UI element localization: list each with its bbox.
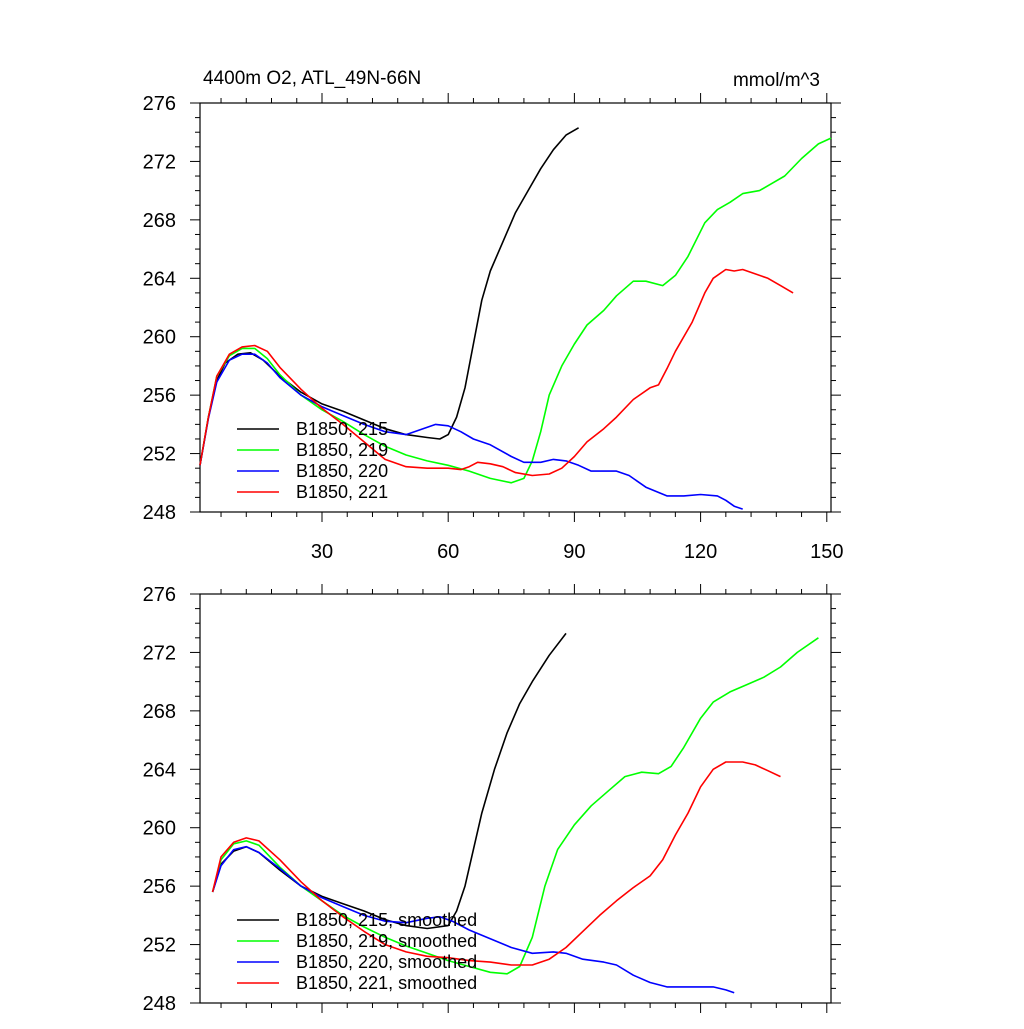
y-tick-label: 252 bbox=[143, 935, 176, 957]
y-tick-label: 268 bbox=[143, 210, 176, 232]
bottom-legend-label-2: B1850, 220, smoothed bbox=[296, 952, 477, 972]
top-plot-ticks: 248 252 256 260 264 268 272 276 30 60 90 120 150 bbox=[143, 93, 843, 563]
y-tick-label: 264 bbox=[143, 268, 176, 290]
top-plot: 4400m O2, ATL_49N-66N mmol/m^3 248 252 256… bbox=[143, 68, 844, 563]
x-tick-label: 90 bbox=[563, 541, 585, 563]
bottom-series-line-0 bbox=[211, 632, 567, 930]
top-plot-units: mmol/m^3 bbox=[733, 70, 820, 91]
top-series-line-2 bbox=[199, 353, 743, 510]
top-legend-label-3: B1850, 221 bbox=[296, 482, 388, 502]
y-tick-label: 276 bbox=[143, 93, 176, 115]
top-series-line-3 bbox=[199, 268, 794, 477]
y-tick-label: 252 bbox=[143, 444, 176, 466]
y-tick-label: 248 bbox=[143, 993, 176, 1015]
bottom-plot-series bbox=[211, 632, 819, 994]
bottom-legend-label-3: B1850, 221, smoothed bbox=[296, 973, 477, 993]
y-tick-label: 268 bbox=[143, 701, 176, 723]
y-tick-label: 260 bbox=[143, 327, 176, 349]
bottom-legend-label-0: B1850, 215, smoothed bbox=[296, 910, 477, 930]
top-series-line-1 bbox=[199, 137, 832, 484]
x-tick-label: 60 bbox=[437, 541, 459, 563]
top-legend-label-1: B1850, 219 bbox=[296, 440, 388, 460]
y-tick-label: 272 bbox=[143, 642, 176, 664]
top-plot-title: 4400m O2, ATL_49N-66N bbox=[203, 68, 421, 89]
x-tick-label: 120 bbox=[684, 541, 717, 563]
y-tick-label: 256 bbox=[143, 876, 176, 898]
y-tick-label: 260 bbox=[143, 818, 176, 840]
y-tick-label: 264 bbox=[143, 759, 176, 781]
y-tick-label: 276 bbox=[143, 584, 176, 606]
top-series-line-0 bbox=[199, 127, 580, 466]
y-tick-label: 272 bbox=[143, 151, 176, 173]
top-legend-label-0: B1850, 215 bbox=[296, 419, 388, 439]
top-plot-series bbox=[199, 127, 832, 510]
bottom-series-line-2 bbox=[211, 845, 735, 994]
bottom-plot-frame bbox=[199, 593, 832, 1004]
top-legend-label-2: B1850, 220 bbox=[296, 461, 388, 481]
x-tick-label: 30 bbox=[311, 541, 333, 563]
bottom-plot-ticks: 248 252 256 260 264 268 272 276 bbox=[143, 584, 841, 1015]
y-tick-label: 256 bbox=[143, 385, 176, 407]
y-tick-label: 248 bbox=[143, 502, 176, 524]
bottom-legend-label-1: B1850, 219, smoothed bbox=[296, 931, 477, 951]
top-plot-frame bbox=[199, 102, 832, 513]
bottom-plot: 248 252 256 260 264 268 272 276 B1850, 215, smo… bbox=[143, 584, 841, 1015]
x-tick-label: 150 bbox=[810, 541, 843, 563]
bottom-series-line-3 bbox=[211, 761, 781, 966]
